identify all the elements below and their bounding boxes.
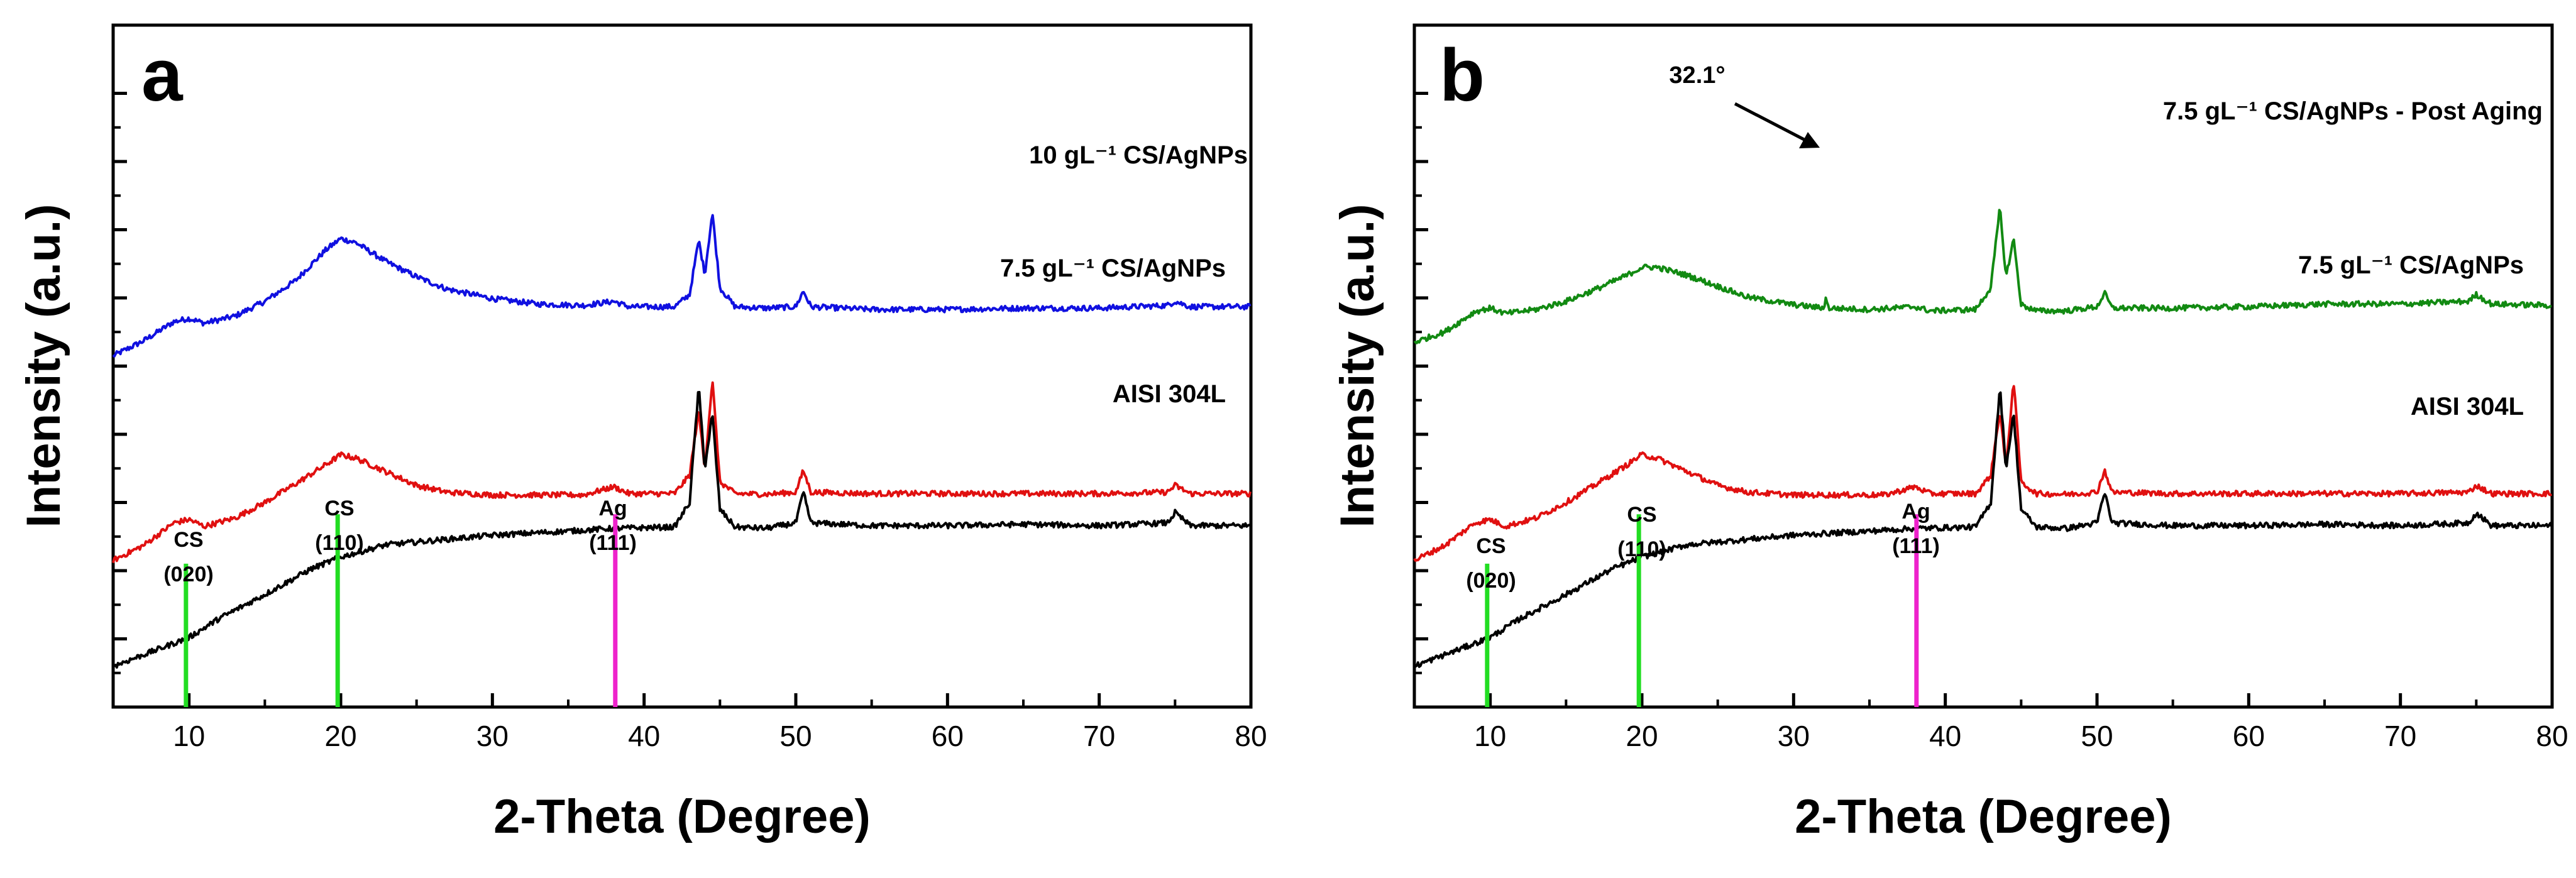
panel-a-x-tick-label-80: 80 (1235, 720, 1267, 752)
panel-b-series-label-post-aging: 7.5 gL⁻¹ CS/AgNPs - Post Aging (2163, 97, 2543, 125)
panel-a-x-ticks: 10 20 30 40 50 60 70 80 (112, 693, 1267, 752)
panel-b-x-ticks: 10 20 30 40 50 60 70 80 (1413, 693, 2568, 752)
panel-a-ref-label-ag-111-top: Ag (598, 497, 627, 520)
panel-a-x-axis-label: 2-Theta (Degree) (493, 790, 871, 843)
panel-a-series (112, 214, 1252, 669)
panel-b-annotation-32-1: 32.1° (1669, 62, 1820, 148)
panel-a-plot-frame (111, 23, 1253, 709)
panel-b-letter: b (1439, 34, 1485, 117)
panel-a-ref-label-cs-110-top: CS (324, 497, 354, 520)
panel-a-x-tick-label-50: 50 (779, 720, 812, 752)
panel-b-series-label-7-5g: 7.5 gL⁻¹ CS/AgNPs (2298, 251, 2524, 279)
panel-b-x-tick-label-10: 10 (1474, 720, 1506, 752)
panel-a-ref-label-cs-020-top: CS (173, 528, 203, 552)
panel-b-annotation-arrow (1734, 102, 1805, 141)
panel-b-x-tick-label-60: 60 (2233, 720, 2265, 752)
panel-b-reference-labels: CS (020) CS (110) Ag (111) (1466, 500, 1940, 593)
panel-b-reference-lines (1485, 514, 1919, 707)
panel-b-y-axis-label: Intensity (a.u.) (1331, 204, 1384, 527)
panel-a-ref-label-cs-020-bottom: (020) (163, 562, 213, 586)
panel-b-x-tick-label-20: 20 (1626, 720, 1658, 752)
panel-a-series-line-0 (112, 214, 1252, 358)
panel-b-x-axis-label: 2-Theta (Degree) (1795, 790, 2172, 843)
panel-a-series-label-aisi: AISI 304L (1113, 380, 1226, 408)
panel-b-x-tick-label-30: 30 (1778, 720, 1810, 752)
panel-a-y-ticks (113, 92, 127, 674)
panel-a-x-tick-label-20: 20 (324, 720, 356, 752)
panel-a-letter: a (141, 34, 184, 117)
panel-a-reference-labels: CS (020) CS (110) Ag (111) (163, 497, 637, 586)
panel-a-series-line-2 (112, 391, 1251, 669)
panel-a-series-label-10g: 10 gL⁻¹ CS/AgNPs (1029, 141, 1248, 169)
panel-b-series (1413, 209, 2553, 668)
panel-b-plot-frame (1412, 23, 2554, 709)
panel-a-y-axis-label: Intensity (a.u.) (17, 204, 70, 527)
panel-b-x-tick-label-80: 80 (2536, 720, 2568, 752)
panel-b-x-tick-label-70: 70 (2384, 720, 2416, 752)
panel-a-x-tick-label-30: 30 (476, 720, 509, 752)
panel-a-reference-lines (184, 514, 618, 707)
panel-b-ref-label-cs-020-top: CS (1476, 534, 1505, 558)
panel-b-ref-label-ag-111-bottom: (111) (1892, 534, 1940, 558)
panel-b-ref-label-cs-020-bottom: (020) (1466, 569, 1516, 593)
panel-a-x-tick-label-10: 10 (173, 720, 205, 752)
panel-a-series-label-7-5g: 7.5 gL⁻¹ CS/AgNPs (1000, 255, 1226, 282)
panel-a-x-tick-label-40: 40 (628, 720, 660, 752)
panel-b-annotation-arrowhead (1799, 132, 1820, 148)
panel-b-series-label-aisi: AISI 304L (2411, 393, 2524, 420)
panel-b-y-ticks (1414, 92, 1428, 674)
panel-b: b 2-Theta (Degree) Intensity (a.u.) 10 20… (1331, 23, 2568, 843)
panel-b-annotation-text: 32.1° (1669, 62, 1725, 89)
panel-a: a 2-Theta (Degree) Intensity (a.u.) 10 20… (17, 23, 1267, 843)
panel-a-ref-label-cs-110-bottom: (110) (315, 531, 364, 555)
panel-b-x-tick-label-50: 50 (2081, 720, 2113, 752)
panel-a-ref-label-ag-111-bottom: (111) (589, 531, 637, 555)
panel-b-ref-label-ag-111-top: Ag (1902, 500, 1930, 524)
panel-b-series-line-0 (1413, 209, 2552, 344)
panel-b-ref-label-cs-110-top: CS (1627, 503, 1656, 527)
panel-a-x-tick-label-70: 70 (1083, 720, 1115, 752)
panel-b-series-line-1 (1413, 385, 2553, 562)
panel-b-series-line-2 (1413, 391, 2553, 668)
panel-a-x-tick-label-60: 60 (932, 720, 964, 752)
panel-b-x-tick-label-40: 40 (1929, 720, 1961, 752)
panel-b-ref-label-cs-110-bottom: (110) (1617, 537, 1666, 561)
panel-a-series-line-1 (112, 381, 1252, 563)
